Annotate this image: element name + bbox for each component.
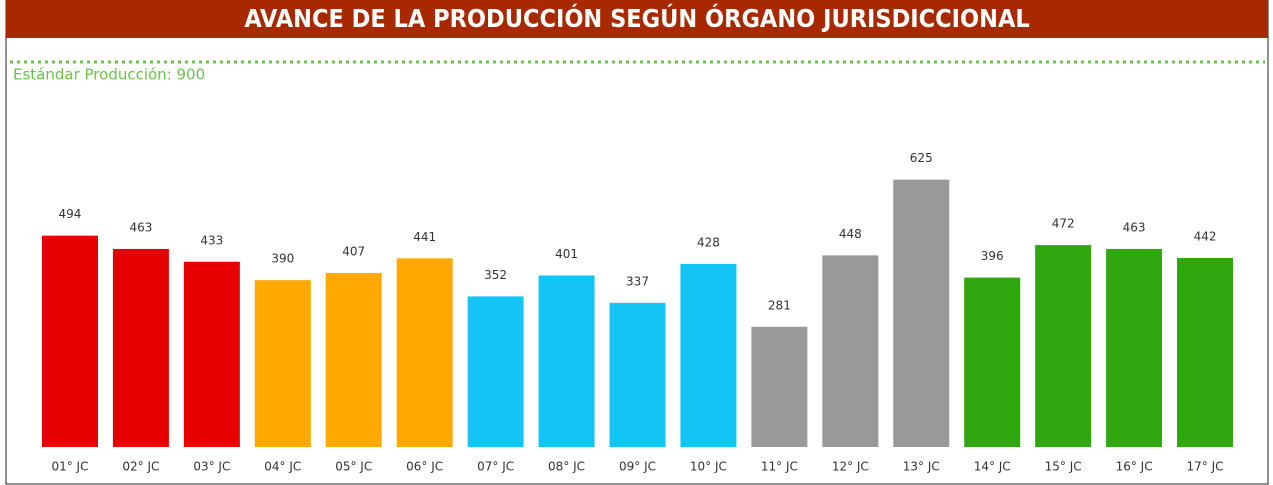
x-tick-label: 15° JC (1045, 460, 1082, 474)
value-label: 401 (555, 247, 578, 261)
value-label: 463 (129, 220, 152, 234)
bar (396, 258, 453, 447)
value-label: 441 (413, 230, 436, 244)
value-label: 352 (484, 268, 507, 282)
value-label: 281 (768, 298, 791, 312)
x-tick-label: 16° JC (1116, 460, 1153, 474)
bar (893, 179, 950, 447)
bar (325, 272, 382, 447)
x-tick-label: 17° JC (1187, 460, 1224, 474)
chart-title: AVANCE DE LA PRODUCCIÓN SEGÚN ÓRGANO JUR… (244, 3, 1029, 33)
value-label: 433 (200, 233, 223, 247)
bar (964, 277, 1021, 447)
bar (183, 261, 240, 447)
value-label: 442 (1194, 229, 1217, 243)
value-label: 428 (697, 235, 720, 249)
reference-label: Estándar Producción: 900 (13, 66, 205, 84)
bar (680, 263, 737, 447)
x-tick-label: 01° JC (51, 460, 88, 474)
x-tick-label: 04° JC (264, 460, 301, 474)
x-tick-label: 09° JC (619, 460, 656, 474)
value-label: 472 (1052, 217, 1075, 231)
x-tick-label: 05° JC (335, 460, 372, 474)
x-tick-label: 14° JC (974, 460, 1011, 474)
x-tick-label: 10° JC (690, 460, 727, 474)
bar (112, 248, 169, 447)
bar (467, 296, 524, 447)
x-tick-label: 08° JC (548, 460, 585, 474)
title-bar (6, 0, 1268, 38)
value-label: 407 (342, 244, 365, 258)
value-label: 463 (1123, 220, 1146, 234)
x-tick-label: 02° JC (122, 460, 159, 474)
bar (751, 326, 808, 447)
x-tick-label: 12° JC (832, 460, 869, 474)
x-tick-label: 06° JC (406, 460, 443, 474)
bar (1177, 257, 1234, 447)
value-label: 390 (271, 252, 294, 266)
x-tick-label: 13° JC (903, 460, 940, 474)
bar (1035, 245, 1092, 447)
value-label: 625 (910, 151, 933, 165)
value-label: 494 (59, 207, 82, 221)
x-tick-label: 07° JC (477, 460, 514, 474)
value-label: 448 (839, 227, 862, 241)
bar (41, 235, 98, 447)
bar (254, 280, 311, 447)
bar (609, 302, 666, 447)
value-label: 337 (626, 274, 649, 288)
value-label: 396 (981, 249, 1004, 263)
x-tick-label: 11° JC (761, 460, 798, 474)
bar (822, 255, 879, 447)
bar (538, 275, 595, 447)
bar (1106, 248, 1163, 447)
x-tick-label: 03° JC (193, 460, 230, 474)
